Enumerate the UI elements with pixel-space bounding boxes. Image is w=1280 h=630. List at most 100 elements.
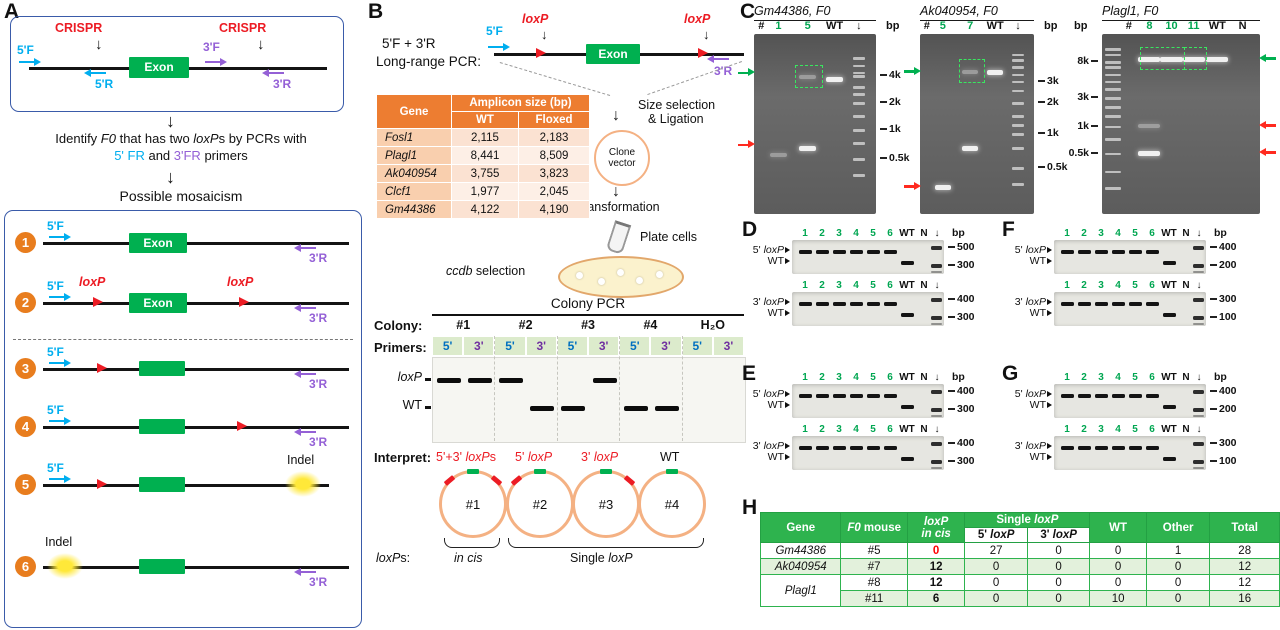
arrowhead-icon xyxy=(1047,258,1052,265)
f0-italic: F0 xyxy=(847,521,861,534)
text: Identify xyxy=(55,131,101,146)
ladder-band xyxy=(1012,80,1024,84)
dna-band xyxy=(1145,250,1159,254)
pcr-band xyxy=(655,406,679,411)
gel-image xyxy=(1054,436,1206,470)
mouse-id: #5 xyxy=(840,542,908,559)
dna-band xyxy=(1077,250,1091,254)
marker-row: 0.5k xyxy=(880,152,910,164)
colony-headers: #1 #2 #3 #4 H₂O xyxy=(432,318,744,332)
marker-row: 4k xyxy=(880,69,910,81)
row-label-loxp: 3' loxP xyxy=(1006,297,1052,308)
dna-band xyxy=(849,302,863,306)
primer-3fr-label: 3'FR xyxy=(173,148,201,163)
count-wt: 0 xyxy=(1089,558,1147,575)
primer-arrow-icon xyxy=(294,303,316,313)
ccdb-italic: ccdb xyxy=(446,264,473,278)
gene-name: Plagl1 xyxy=(759,574,842,607)
ladder-band xyxy=(931,298,942,303)
dna-band xyxy=(1060,302,1074,306)
col-gene: Gene xyxy=(759,512,842,543)
dna-band xyxy=(815,250,829,254)
exon-mark-icon xyxy=(534,469,546,474)
dna-band xyxy=(1138,57,1161,63)
colony-pcr-title: Colony PCR xyxy=(550,296,626,311)
lane-label: 7 xyxy=(967,20,974,32)
marker-tick xyxy=(1091,124,1098,127)
lane-label: N xyxy=(920,280,928,291)
primer-5fr-label: 5' FR xyxy=(114,148,145,163)
pcr-band xyxy=(592,378,617,383)
lane-label: 2 xyxy=(819,228,825,239)
cut-site-arrow-icon: ↓ xyxy=(703,27,710,42)
arrowhead-icon xyxy=(1047,310,1052,317)
lane-label: 2 xyxy=(819,280,825,291)
row-label-loxp: 3' loxP xyxy=(744,441,790,452)
gel-image xyxy=(792,292,944,326)
count-total: 16 xyxy=(1209,590,1280,607)
loxp-italic: loxP xyxy=(763,244,784,257)
marker-size: 300 xyxy=(957,403,975,416)
row-label-wt: WT xyxy=(1006,400,1052,411)
count-3prime: 0 xyxy=(1026,542,1091,559)
count-5prime: 27 xyxy=(964,542,1028,559)
lane-label: 5 xyxy=(870,280,876,291)
pcr-band xyxy=(561,406,586,411)
count-3prime: 0 xyxy=(1026,574,1091,591)
dna-band xyxy=(1182,57,1205,63)
dna-band xyxy=(1060,250,1074,254)
primer-5f-label: 5'F xyxy=(486,24,503,38)
marker-tick xyxy=(948,460,955,463)
row-label-wt: WT xyxy=(1006,256,1052,267)
text: 3' xyxy=(1040,529,1053,541)
dna-band xyxy=(1145,394,1159,398)
ladder-band xyxy=(1193,414,1204,418)
ladder-band xyxy=(931,442,942,447)
lane-labels: 1 2 3 4 5 6 WT N ↓ xyxy=(1054,372,1206,383)
count-other: 0 xyxy=(1145,574,1211,591)
dna-line xyxy=(43,566,349,569)
clone-vector-label: Clone vector xyxy=(608,147,636,169)
exon-mark-icon xyxy=(666,469,678,474)
lane-label: # xyxy=(758,20,765,32)
loxp-mark-icon xyxy=(490,475,503,486)
lane-label: 4 xyxy=(853,424,859,435)
text: s xyxy=(489,450,497,464)
marker-tick xyxy=(1210,298,1217,301)
marker-tick xyxy=(1038,79,1045,82)
marker-tick xyxy=(948,298,955,301)
col-3prime-loxp: 3' loxP xyxy=(1026,527,1091,543)
flow-arrow-icon: ↓ xyxy=(166,111,175,131)
marker-row: 400 xyxy=(948,385,975,397)
colony-dot xyxy=(598,278,605,285)
ladder-band xyxy=(852,93,865,96)
ladder-band xyxy=(852,57,865,60)
loxp-italic: loxP xyxy=(763,440,784,453)
ladder-band xyxy=(931,390,942,395)
lane-label: 6 xyxy=(1149,424,1155,435)
ladder-band xyxy=(1105,48,1121,51)
table-row: Ak040954 #7 12 0 0 0 0 12 xyxy=(759,558,1280,575)
gel-ak040954-f0: Ak040954, F0 #5 7 WT ↓ bp 3k 2k 1k 0.5k xyxy=(904,4,1068,214)
dna-band xyxy=(1128,446,1142,450)
arrowhead-icon xyxy=(785,310,790,317)
marker-tick xyxy=(1038,166,1045,169)
pcr-band xyxy=(530,406,555,411)
primer-id: 3' xyxy=(463,336,495,356)
band-arrow-icon xyxy=(1259,54,1276,62)
ladder-band xyxy=(852,158,865,161)
ladder-band xyxy=(1193,322,1204,326)
ladder-band xyxy=(1193,246,1204,251)
exon-box xyxy=(139,477,185,492)
ladder-band xyxy=(1105,187,1121,190)
text: 5' xyxy=(515,450,528,464)
dna-band xyxy=(1160,57,1183,63)
gene-name: Plagl1 xyxy=(1102,4,1137,18)
ladder-band xyxy=(1012,53,1024,57)
f0-italic: F0 xyxy=(100,131,116,146)
floxed-size: 3,823 xyxy=(518,164,590,183)
marker-row: 3k xyxy=(1068,91,1098,103)
pcr-band xyxy=(499,378,523,383)
text: mouse xyxy=(860,521,901,534)
